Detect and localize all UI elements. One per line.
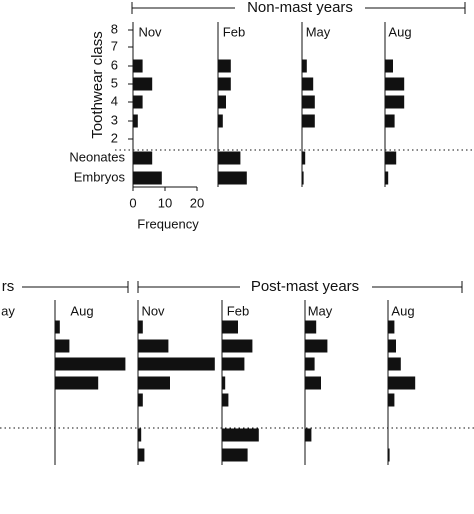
bar	[133, 171, 162, 185]
y-tick-label: 5	[111, 75, 118, 90]
bar	[222, 376, 226, 390]
y-tick-label: 8	[111, 21, 118, 36]
panel-title: Nov	[138, 24, 162, 39]
bar	[222, 357, 245, 371]
bar	[305, 376, 321, 390]
panel-title: May	[306, 24, 331, 39]
panel-title: Aug	[388, 24, 411, 39]
x-tick-label: 20	[190, 195, 204, 210]
panel-title: Feb	[227, 303, 249, 318]
bar	[138, 339, 169, 353]
y-tick-label: 6	[111, 57, 118, 72]
panel-title: May	[308, 303, 333, 318]
bar	[55, 357, 126, 371]
bar	[55, 320, 60, 334]
bar	[385, 114, 395, 128]
y-tick-label: Neonates	[69, 149, 125, 164]
panel-title: Aug	[391, 303, 414, 318]
bar	[388, 320, 395, 334]
group-title: Post-mast years	[251, 278, 359, 295]
bar	[388, 357, 401, 371]
bar	[138, 376, 170, 390]
bar	[222, 339, 253, 353]
bar	[305, 357, 315, 371]
y-axis-title: Toothwear class	[89, 31, 106, 139]
bar	[305, 320, 317, 334]
bar	[218, 95, 226, 109]
bar	[385, 59, 393, 73]
bar	[138, 320, 143, 334]
y-tick-label: 2	[111, 130, 118, 145]
bar	[388, 376, 416, 390]
bar	[133, 114, 138, 128]
x-axis-title: Frequency	[137, 216, 199, 231]
x-tick-label: 10	[158, 195, 172, 210]
bar	[222, 320, 238, 334]
bar	[388, 339, 396, 353]
bar	[305, 428, 312, 442]
bar	[133, 77, 153, 91]
bar	[388, 448, 390, 462]
bar	[305, 339, 328, 353]
bar	[138, 357, 215, 371]
bar	[55, 376, 99, 390]
bar	[302, 114, 315, 128]
panel-title: ay	[1, 303, 15, 318]
x-tick-label: 0	[129, 195, 136, 210]
group-title: Non-mast years	[247, 0, 353, 16]
bar	[222, 393, 229, 407]
bar	[133, 59, 143, 73]
panel-title: Nov	[141, 303, 165, 318]
bar	[302, 171, 304, 185]
bar	[222, 428, 259, 442]
bar	[302, 151, 306, 165]
y-tick-label: 7	[111, 38, 118, 53]
y-tick-label: 4	[111, 93, 118, 108]
bar	[385, 95, 405, 109]
bar	[222, 448, 248, 462]
group-title: rs	[2, 278, 15, 295]
bar	[385, 171, 389, 185]
bar	[218, 77, 231, 91]
bar	[302, 95, 315, 109]
bar	[138, 448, 145, 462]
panel-title: Feb	[223, 24, 245, 39]
bar	[385, 151, 397, 165]
y-tick-label: 3	[111, 112, 118, 127]
bar	[133, 151, 153, 165]
bar	[302, 59, 307, 73]
bar	[138, 393, 143, 407]
bar	[388, 393, 395, 407]
bar	[133, 95, 143, 109]
bar	[218, 114, 223, 128]
bar	[302, 77, 314, 91]
panel-title: Aug	[70, 303, 93, 318]
bar	[218, 59, 231, 73]
bar	[218, 151, 241, 165]
bar	[218, 171, 247, 185]
bar	[55, 339, 70, 353]
y-tick-label: Embryos	[74, 169, 126, 184]
bar	[385, 77, 405, 91]
bar	[138, 428, 142, 442]
